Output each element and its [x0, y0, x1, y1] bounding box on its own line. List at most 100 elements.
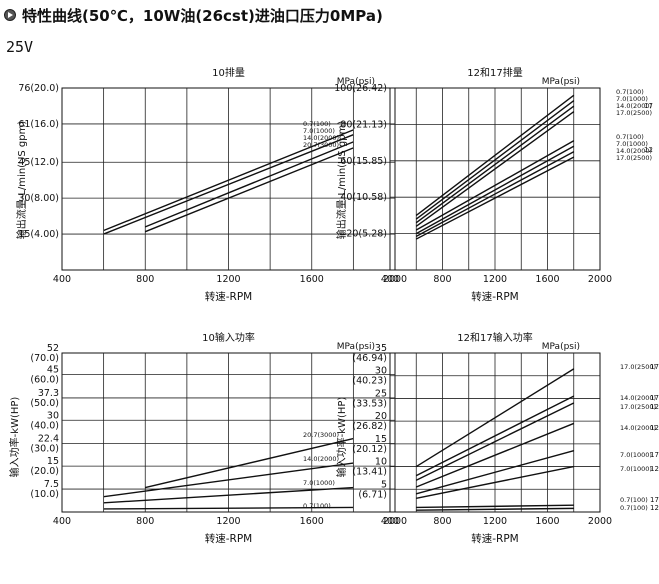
series-label: 0.7(100) [616, 133, 644, 141]
series-line [144, 147, 354, 233]
series-line [415, 422, 575, 488]
series-label: 7.0(1000) [620, 451, 652, 459]
series-line [145, 437, 354, 489]
x-axis-label: 转速-RPM [205, 290, 252, 303]
series-line [415, 368, 575, 468]
series-label: 0.7(100) [620, 496, 648, 504]
series-line [144, 141, 354, 228]
chart-title: 12和17排量 [467, 66, 522, 79]
y-tick-label: 61(16.0) [18, 119, 59, 130]
unit-label: MPa(psi) [337, 342, 375, 352]
y-tick-sublabel: (40.0) [30, 420, 59, 431]
y-tick-label: 7.5 [44, 479, 59, 490]
y-tick-label: 45 [47, 364, 59, 375]
series-label: 7.0(1000) [303, 127, 335, 135]
series-group-label: 17 [650, 394, 659, 402]
series-group-label: 17 [650, 451, 659, 459]
y-tick-sublabel: (50.0) [30, 398, 59, 409]
series-line [415, 395, 575, 477]
y-tick-sublabel: (6.71) [358, 489, 387, 500]
x-tick-label: 1600 [535, 516, 559, 527]
y-tick-label: 30 [375, 366, 387, 377]
series-group-label: 12 [650, 504, 659, 512]
series-group-label: 17 [650, 496, 659, 504]
series-line [103, 129, 354, 232]
y-tick-sublabel: (20.0) [30, 466, 59, 477]
y-tick-label: 60(15.85) [340, 156, 387, 167]
y-tick-label: 35 [375, 343, 387, 354]
y-tick-label: 5 [381, 479, 387, 490]
series-label: 17.0(2500) [620, 363, 656, 371]
y-tick-sublabel: (70.0) [30, 353, 59, 364]
y-tick-label: 76(20.0) [18, 83, 59, 94]
x-tick-label: 2000 [588, 516, 612, 527]
series-line [415, 100, 575, 220]
x-tick-label: 2000 [588, 274, 612, 285]
y-tick-label: 15 [375, 434, 387, 445]
series-label: 14.0(2000) [303, 455, 339, 463]
series-line [415, 156, 575, 240]
y-tick-label: 25 [375, 388, 387, 399]
y-tick-sublabel: (20.12) [352, 444, 387, 455]
y-axis-label: 输出流量-L/min(US gpm) [15, 121, 28, 240]
y-tick-label: 40(10.58) [340, 192, 387, 203]
series-line [103, 486, 354, 504]
x-tick-label: 1200 [483, 274, 507, 285]
y-tick-sublabel: (46.94) [352, 353, 387, 364]
y-tick-label: 37.3 [38, 388, 59, 399]
x-tick-label: 1200 [216, 516, 240, 527]
y-tick-sublabel: (10.0) [30, 489, 59, 500]
series-label: 0.7(100) [303, 502, 331, 510]
x-tick-label: 1600 [300, 274, 324, 285]
y-tick-label: 20 [375, 411, 387, 422]
series-line [415, 94, 575, 216]
series-line [415, 111, 575, 227]
series-label: 7.0(1000) [620, 465, 652, 473]
series-line [415, 105, 575, 224]
series-label: 17.0(2500) [620, 403, 656, 411]
unit-label: MPa(psi) [542, 77, 580, 87]
y-tick-label: 45(12.0) [18, 157, 59, 168]
bullet-icon [4, 9, 16, 21]
y-tick-sublabel: (30.0) [30, 444, 59, 455]
y-tick-sublabel: (33.53) [352, 398, 387, 409]
x-axis-label: 转速-RPM [205, 532, 252, 545]
series-line [416, 465, 574, 500]
x-axis-label: 转速-RPM [471, 290, 518, 303]
y-tick-label: 10 [375, 457, 387, 468]
series-group-label: 12 [650, 465, 659, 473]
series-label: 0.7(100) [303, 120, 331, 128]
y-tick-label: 52 [47, 343, 59, 354]
series-line [415, 140, 575, 231]
series-label: 17.0(2500) [616, 154, 652, 162]
y-tick-sublabel: (26.82) [352, 421, 387, 432]
y-tick-label: 22.4 [38, 434, 59, 445]
series-line [415, 151, 575, 237]
chart-title: 10排量 [212, 66, 245, 79]
y-tick-label: 80(21.13) [340, 119, 387, 130]
x-tick-label: 800 [136, 274, 154, 285]
unit-label: MPa(psi) [337, 77, 375, 87]
x-tick-label: 800 [433, 274, 451, 285]
series-label: 14.0(2000) [620, 424, 656, 432]
series-label: 14.0(2000) [620, 394, 656, 402]
y-axis-label: 输入功率-kW(HP) [8, 397, 21, 478]
series-group-label: 17 [644, 102, 653, 110]
y-tick-label: 15(4.00) [18, 229, 59, 240]
series-label: 14.0(2000) [616, 102, 652, 110]
series-line [103, 462, 354, 498]
x-tick-label: 2000 [383, 274, 407, 285]
series-group-label: 12 [644, 146, 653, 154]
x-tick-label: 1200 [483, 516, 507, 527]
series-label: 14.0(2000) [616, 147, 652, 155]
page-title: 特性曲线(50℃，10W油(26cst)进油口压力0MPa) [22, 7, 383, 25]
series-line [416, 507, 574, 511]
series-label: 7.0(1000) [303, 479, 335, 487]
unit-label: MPa(psi) [542, 342, 580, 352]
x-tick-label: 400 [53, 516, 71, 527]
series-group-label: 12 [650, 403, 659, 411]
series-line [103, 134, 354, 235]
voltage-label: 25V [6, 38, 34, 56]
y-axis-label: 输出流量-L/min(US gpm) [335, 121, 348, 240]
series-group-label: 17 [650, 363, 659, 371]
